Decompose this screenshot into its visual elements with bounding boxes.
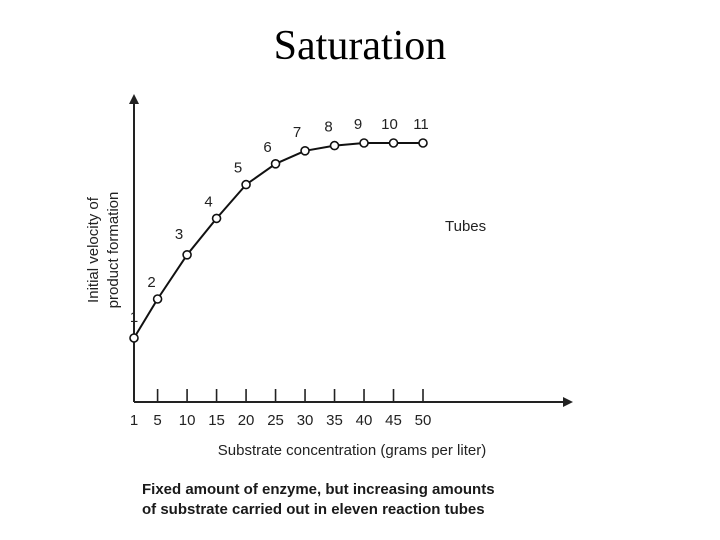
y-axis-title-line: product formation <box>105 192 122 309</box>
x-tick-label: 45 <box>385 412 402 429</box>
x-tick-label: 50 <box>415 412 432 429</box>
tube-label: 8 <box>324 119 332 136</box>
caption-line-2: of substrate carried out in eleven react… <box>142 501 485 518</box>
tube-label: 1 <box>130 309 138 326</box>
data-point <box>270 159 281 169</box>
data-point <box>241 179 251 190</box>
data-point <box>359 138 369 148</box>
data-point <box>152 294 163 304</box>
tube-label: 7 <box>293 124 301 141</box>
data-point <box>329 140 340 151</box>
tube-label: 2 <box>147 274 155 291</box>
x-tick-label: 15 <box>208 412 225 429</box>
tube-label: 9 <box>354 116 362 133</box>
x-tick-label: 25 <box>267 412 284 429</box>
data-point <box>418 138 428 148</box>
x-tick-label: 1 <box>130 412 138 429</box>
data-point <box>211 213 222 224</box>
x-axis-arrow <box>563 397 573 407</box>
caption-line-1: Fixed amount of enzyme, but increasing a… <box>142 481 495 498</box>
x-tick-label: 40 <box>356 412 373 429</box>
x-ticks: 1 5 10 15 20 25 30 35 40 45 50 <box>130 389 432 429</box>
chart-caption: Fixed amount of enzyme, but increasing a… <box>142 480 602 520</box>
tube-label: 4 <box>204 193 212 210</box>
data-point <box>300 146 310 156</box>
tube-label: 3 <box>175 226 183 243</box>
chart-axes <box>129 94 573 407</box>
tubes-annotation: Tubes <box>445 218 486 235</box>
tube-label: 6 <box>263 139 271 156</box>
x-tick-label: 35 <box>326 412 343 429</box>
y-axis-title-line: Initial velocity of <box>85 196 102 303</box>
x-tick-label: 30 <box>297 412 314 429</box>
tube-label: 5 <box>234 160 242 177</box>
data-point <box>129 333 139 343</box>
x-tick-label: 20 <box>238 412 255 429</box>
y-axis-title: Initial velocity of product formation <box>85 192 122 309</box>
tube-label: 11 <box>413 116 429 133</box>
data-points <box>129 138 428 343</box>
x-axis-title: Substrate concentration (grams per liter… <box>218 442 486 459</box>
slide-title: Saturation <box>273 23 447 69</box>
data-point <box>388 138 399 148</box>
tube-label: 10 <box>381 116 398 133</box>
y-axis-arrow <box>129 94 139 104</box>
x-tick-label: 5 <box>153 412 161 429</box>
tube-labels: 1 2 3 4 5 6 7 8 9 10 11 <box>130 116 429 326</box>
data-point <box>182 250 192 260</box>
x-tick-label: 10 <box>179 412 196 429</box>
